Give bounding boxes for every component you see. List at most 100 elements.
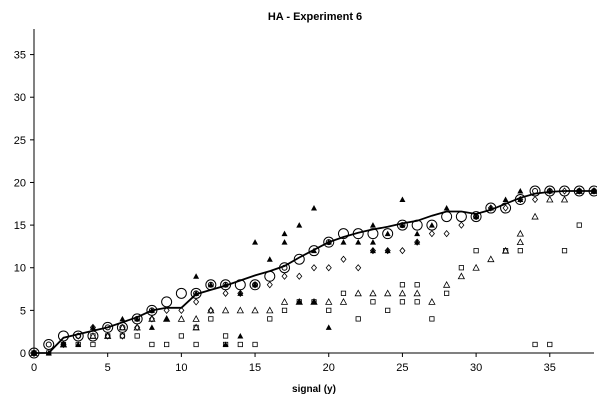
point-open-square (178, 333, 184, 339)
point-open-triangle (207, 306, 215, 314)
point-filled-triangle (222, 341, 229, 347)
point-open-triangle (236, 306, 244, 314)
point-open-diamond (502, 204, 509, 212)
point-large-open-circle (175, 287, 187, 299)
x-tick-label: 10 (175, 362, 187, 374)
point-open-square (60, 341, 67, 348)
point-open-square (281, 307, 288, 313)
point-open-diamond (222, 289, 229, 297)
point-open-diamond (399, 247, 406, 255)
point-open-square (370, 299, 376, 305)
point-open-diamond (546, 187, 553, 195)
point-open-triangle (472, 263, 480, 271)
point-filled-triangle (355, 239, 362, 245)
point-open-diamond (428, 230, 435, 238)
point-open-square (105, 333, 111, 339)
point-open-square (119, 333, 126, 339)
point-open-triangle (148, 315, 156, 322)
point-open-triangle (442, 280, 451, 288)
point-open-diamond (355, 264, 362, 272)
point-open-square (532, 341, 538, 348)
point-open-triangle (487, 255, 495, 263)
y-tick-label: 20 (14, 177, 26, 189)
point-filled-triangle (119, 315, 126, 322)
point-open-diamond (60, 340, 67, 349)
point-filled-triangle (517, 188, 524, 194)
point-open-square (326, 307, 332, 313)
trend-line (34, 190, 594, 354)
plot-area (28, 185, 597, 359)
point-open-diamond (119, 332, 126, 340)
point-filled-triangle (502, 196, 509, 203)
point-open-diamond (104, 332, 111, 340)
point-open-square (399, 299, 406, 305)
x-tick-label: 25 (396, 362, 408, 374)
point-open-square (193, 341, 199, 348)
point-open-diamond (252, 281, 259, 289)
point-open-square (90, 333, 96, 339)
point-filled-triangle (266, 256, 273, 262)
point-open-square (208, 316, 214, 322)
point-open-square (547, 341, 553, 348)
point-open-diamond (384, 247, 391, 255)
point-open-triangle (325, 298, 333, 305)
point-filled-triangle (311, 205, 317, 211)
point-filled-triangle (369, 222, 376, 228)
point-large-open-circle (455, 211, 467, 223)
point-open-square (237, 341, 243, 348)
point-open-triangle (457, 272, 466, 280)
y-tick-label: 10 (14, 263, 26, 275)
point-open-diamond (30, 349, 38, 357)
y-tick-label: 0 (20, 348, 26, 360)
point-open-triangle (560, 195, 569, 203)
point-large-open-circle (382, 228, 394, 240)
point-open-square (429, 316, 435, 322)
point-open-diamond (473, 212, 480, 221)
chart-title: HA - Experiment 6 (268, 11, 362, 23)
x-tick-label: 30 (470, 362, 482, 374)
point-open-diamond (487, 204, 494, 212)
point-filled-triangle (75, 341, 82, 347)
point-open-diamond (325, 264, 332, 272)
point-open-square (444, 290, 450, 296)
point-open-square (414, 299, 420, 305)
point-large-open-circle (323, 236, 335, 248)
point-open-square (252, 341, 258, 348)
point-filled-triangle (325, 324, 332, 330)
point-open-square (458, 265, 464, 271)
y-tick-label: 15 (14, 220, 26, 232)
point-large-open-circle (308, 245, 320, 257)
point-open-triangle (251, 306, 259, 314)
point-filled-triangle (369, 239, 376, 245)
point-open-triangle (118, 323, 127, 331)
point-filled-triangle (384, 230, 391, 237)
point-open-triangle (354, 289, 362, 297)
point-open-triangle (516, 229, 524, 237)
point-open-diamond (237, 289, 244, 297)
point-open-triangle (384, 289, 392, 297)
y-tick-label: 5 (20, 305, 26, 317)
point-open-triangle (546, 195, 554, 203)
point-open-diamond (178, 306, 185, 314)
point-open-square (561, 248, 568, 254)
point-large-open-circle (43, 338, 55, 350)
point-filled-triangle (148, 324, 155, 330)
x-axis-label: signal (y) (292, 384, 336, 395)
point-open-diamond (532, 195, 539, 204)
point-open-square (267, 316, 273, 322)
point-open-square (355, 316, 361, 322)
point-open-square (164, 341, 170, 348)
point-filled-triangle (281, 239, 288, 245)
point-open-square (340, 290, 347, 296)
point-open-triangle (516, 238, 524, 246)
point-filled-triangle (443, 205, 450, 211)
point-open-diamond (163, 306, 170, 314)
point-large-open-circle (337, 228, 349, 240)
point-filled-triangle (207, 281, 214, 288)
point-filled-triangle (399, 196, 406, 203)
point-open-square (134, 333, 140, 339)
point-open-square (296, 299, 302, 305)
point-small-open-circle (45, 341, 52, 348)
point-open-diamond (414, 238, 421, 246)
